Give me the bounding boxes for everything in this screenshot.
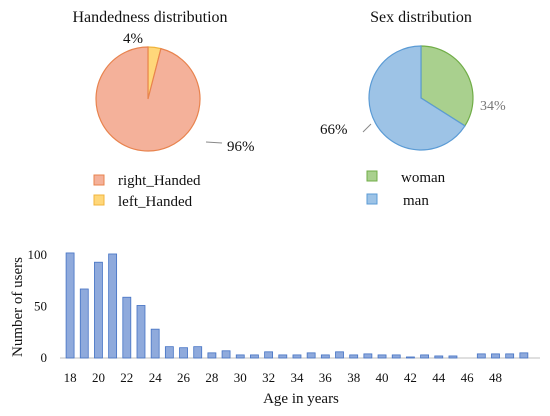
legend-label-man: man	[403, 193, 429, 209]
bar-age-33	[278, 354, 288, 359]
y-axis-title: Number of users	[10, 257, 26, 357]
x-tick-34: 34	[291, 370, 305, 385]
y-tick-0: 0	[41, 350, 48, 365]
bar-age-19	[79, 288, 89, 359]
x-tick-32: 32	[262, 370, 275, 385]
right-handed-label: 96%	[227, 139, 255, 155]
bar-age-27	[193, 346, 203, 359]
bar-age-22	[122, 296, 132, 359]
x-tick-28: 28	[205, 370, 218, 385]
bar-age-35	[306, 352, 316, 359]
x-tick-40: 40	[376, 370, 389, 385]
x-tick-36: 36	[319, 370, 333, 385]
bar-age-20	[94, 261, 103, 359]
bar-age-40	[377, 354, 387, 359]
bar-age-34	[292, 354, 302, 359]
handedness-slices	[95, 46, 201, 152]
x-tick-24: 24	[149, 370, 163, 385]
bar-age-23	[136, 305, 146, 359]
bar-age-26	[179, 347, 188, 359]
x-tick-48: 48	[489, 370, 502, 385]
x-tick-26: 26	[177, 370, 191, 385]
bar-age-28	[207, 352, 217, 359]
y-tick-labels: 0 50 100	[28, 247, 48, 365]
x-tick-labels: 18 20 22 24 26 28 30 32 34 36 38 40 42 44 46 48	[64, 370, 502, 385]
bar-age-41	[391, 354, 401, 359]
man-label: 66%	[320, 122, 348, 138]
bar-age-42	[406, 356, 415, 359]
left-handed-label: 4%	[123, 31, 143, 47]
legend-label-woman: woman	[401, 170, 446, 186]
sex-pie-chart: Sex distribution 34% 66% woman man	[320, 9, 506, 209]
bar-age-45	[448, 355, 458, 359]
bar-age-18	[65, 252, 75, 359]
x-tick-44: 44	[432, 370, 446, 385]
bar-age-47	[476, 353, 486, 359]
y-tick-50: 50	[34, 299, 47, 314]
x-tick-38: 38	[347, 370, 360, 385]
bar-age-31	[250, 354, 259, 359]
x-tick-30: 30	[234, 370, 247, 385]
pie-slice-right-handed	[95, 46, 201, 152]
bar-age-21	[108, 253, 118, 359]
bar-age-30	[235, 354, 245, 359]
legend-swatch-man	[366, 193, 378, 205]
x-tick-46: 46	[461, 370, 475, 385]
handedness-chart-title: Handedness distribution	[72, 9, 227, 26]
bar-age-48	[491, 353, 500, 359]
legend-swatch-right-handed	[93, 174, 105, 186]
legend-swatch-woman	[366, 170, 378, 182]
bar-age-50	[519, 352, 529, 359]
bar-age-49	[505, 353, 515, 359]
bar-age-25	[164, 346, 174, 359]
legend-swatch-left-handed	[93, 194, 105, 206]
handedness-pie-chart: Handedness distribution 96% 4% right_Han…	[72, 9, 254, 210]
x-tick-20: 20	[92, 370, 105, 385]
woman-label: 34%	[480, 99, 506, 114]
man-leader-line	[362, 123, 372, 133]
bar-age-32	[264, 351, 274, 359]
legend-label-left-handed: left_Handed	[118, 194, 193, 210]
handedness-legend: right_Handed left_Handed	[93, 173, 201, 210]
bar-age-43	[420, 354, 429, 359]
sex-slices	[368, 45, 474, 151]
sex-legend: woman man	[366, 170, 446, 209]
legend-label-right-handed: right_Handed	[118, 173, 201, 189]
bar-age-36	[320, 354, 330, 359]
pie-slice-man	[368, 45, 466, 151]
y-tick-100: 100	[28, 247, 48, 262]
x-tick-22: 22	[120, 370, 133, 385]
bar-age-39	[363, 353, 373, 359]
x-tick-42: 42	[404, 370, 417, 385]
bar-age-37	[335, 351, 344, 359]
sex-chart-title: Sex distribution	[370, 9, 472, 26]
x-tick-18: 18	[64, 370, 77, 385]
right-handed-leader-line	[205, 141, 223, 144]
bar-age-29	[221, 350, 231, 359]
bar-age-24	[150, 328, 160, 359]
bar-age-38	[349, 354, 359, 359]
bars	[65, 252, 529, 359]
x-axis-title: Age in years	[263, 391, 339, 407]
bar-age-44	[434, 355, 444, 359]
